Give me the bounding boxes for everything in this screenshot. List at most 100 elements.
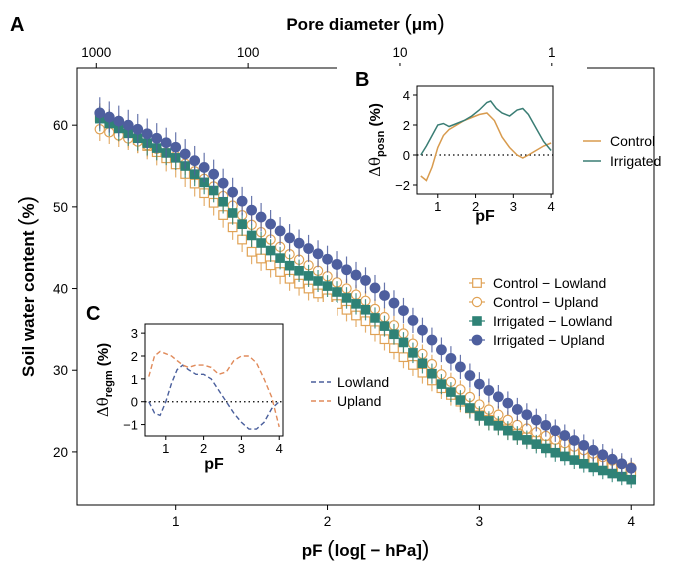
top-axis-title-text: Pore diameter	[286, 15, 404, 34]
data-point	[218, 196, 228, 207]
data-point	[588, 462, 599, 473]
data-point	[265, 245, 276, 256]
panel-b-series-1	[420, 100, 552, 156]
data-point	[303, 271, 314, 281]
b-y-tick-label: 4	[403, 88, 410, 103]
data-point	[417, 324, 428, 336]
data-point	[445, 352, 457, 364]
data-point	[540, 419, 552, 431]
data-point	[464, 370, 476, 381]
data-point	[541, 443, 551, 454]
y-axis-title-lparen: (	[14, 218, 39, 226]
y-axis-title: Soil water content (%)	[14, 196, 39, 377]
legend-b-label: Control	[610, 133, 655, 149]
data-point	[351, 299, 361, 309]
y-tick-label: 50	[53, 200, 68, 215]
data-point	[426, 334, 438, 346]
y-axis-title-text: Soil water content	[19, 226, 38, 377]
data-point	[502, 397, 514, 409]
data-point	[625, 462, 637, 474]
top-axis-title-rparen: )	[437, 10, 444, 35]
data-point	[578, 458, 589, 469]
y-tick-label: 20	[53, 445, 68, 460]
data-point	[227, 186, 239, 198]
data-point	[360, 274, 371, 286]
data-point	[331, 259, 343, 270]
data-point	[341, 293, 352, 303]
data-point	[389, 329, 399, 340]
y-axis-title-rparen: )	[14, 196, 39, 203]
panel-b-ylabel-base: Δθ	[366, 157, 384, 177]
c-x-tick-label: 1	[162, 441, 169, 456]
legend-label: Control − Lowland	[493, 275, 606, 291]
data-point	[616, 458, 628, 470]
c-y-tick-label: −1	[123, 418, 138, 433]
data-point	[492, 391, 504, 403]
data-point	[473, 378, 485, 390]
data-point	[284, 232, 295, 244]
x-axis-title: pF (log[ − hPa])	[302, 536, 430, 561]
c-y-tick-label: 3	[131, 326, 138, 341]
c-y-tick-label: 2	[131, 349, 138, 364]
data-point	[122, 119, 134, 131]
top-axis-title-unit: μm	[412, 15, 438, 34]
data-point	[568, 435, 580, 446]
panel-c-ylabel-unit: (%)	[95, 343, 112, 371]
data-point	[607, 468, 618, 479]
x-tick-label: 1	[172, 514, 180, 529]
data-point	[398, 337, 409, 348]
x-tick-label: 3	[476, 514, 484, 529]
data-point	[284, 260, 295, 271]
data-point	[256, 238, 266, 248]
c-y-tick-label: 1	[131, 372, 138, 387]
data-point	[293, 237, 305, 249]
panel-b-series-0	[420, 112, 552, 182]
data-point	[388, 297, 400, 309]
x-tick-label: 4	[627, 514, 635, 529]
top-tick-label: 1000	[81, 45, 111, 60]
data-point	[265, 260, 276, 271]
data-point	[369, 282, 381, 294]
data-point	[275, 253, 285, 263]
y-axis-title-unit: %	[19, 203, 38, 218]
data-point	[255, 211, 267, 223]
data-point	[521, 409, 533, 421]
data-point	[265, 218, 276, 230]
data-point	[379, 321, 390, 331]
data-point	[217, 177, 229, 189]
data-point	[132, 123, 144, 135]
data-point	[94, 107, 106, 119]
data-point	[370, 313, 380, 323]
data-point	[522, 435, 532, 445]
data-point	[493, 420, 504, 431]
data-point	[549, 425, 561, 437]
data-point	[341, 264, 352, 276]
legend-swatch-marker	[472, 316, 482, 326]
c-x-tick-label: 2	[200, 441, 207, 456]
y-tick-label: 40	[53, 282, 68, 297]
data-point	[246, 230, 257, 241]
data-point	[530, 414, 542, 426]
data-point	[313, 276, 323, 286]
b-x-tick-label: 2	[472, 199, 479, 214]
data-point	[312, 248, 324, 260]
data-point	[246, 204, 258, 216]
data-point	[360, 304, 371, 315]
c-x-tick-label: 3	[238, 441, 245, 456]
legend-swatch-marker	[472, 278, 482, 288]
y-tick-label: 30	[53, 363, 68, 378]
x-tick-label: 2	[324, 514, 332, 529]
data-point	[446, 387, 456, 397]
panel-c-series-0	[148, 364, 280, 430]
panel-b-ylabel-unit: (%)	[367, 103, 384, 131]
panel-a-letter: A	[10, 14, 24, 36]
data-point	[550, 447, 561, 458]
panel-c-letter: C	[86, 303, 100, 325]
data-point	[170, 141, 182, 153]
y-tick-label: 60	[53, 118, 68, 133]
data-point	[465, 403, 475, 413]
data-point	[179, 148, 191, 160]
data-point	[246, 246, 257, 257]
c-y-tick-label: 0	[131, 395, 138, 410]
